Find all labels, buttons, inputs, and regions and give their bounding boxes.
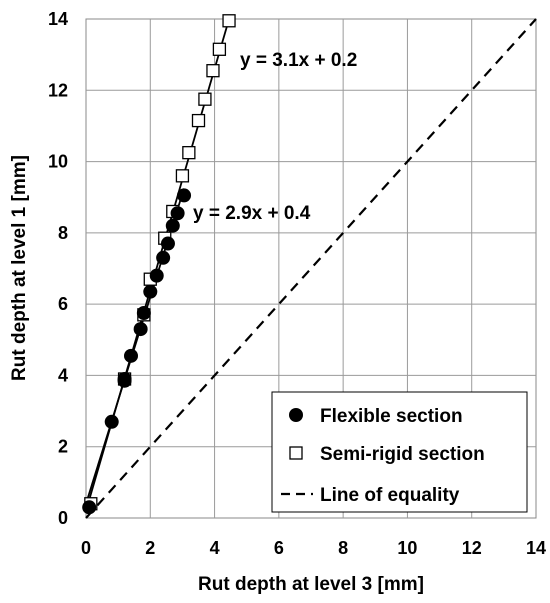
- legend-equality-label: Line of equality: [320, 485, 460, 506]
- flexible-point: [156, 250, 171, 265]
- trendline-equation-flexible: y = 2.9x + 0.4: [193, 203, 311, 224]
- semi-rigid-point: [191, 113, 206, 128]
- flexible-point: [177, 188, 192, 203]
- y-axis-title: Rut depth at level 1 [mm]: [9, 155, 30, 381]
- y-tick-label: 2: [58, 437, 68, 457]
- chart-markers: [82, 14, 236, 515]
- x-tick-label: 2: [145, 538, 155, 558]
- y-tick-label: 8: [58, 223, 68, 243]
- semi-rigid-point: [212, 42, 227, 56]
- x-tick-label: 12: [462, 538, 482, 558]
- flexible-point: [104, 414, 119, 429]
- x-tick-label: 8: [338, 538, 348, 558]
- flexible-point: [133, 322, 148, 337]
- semi-rigid-point: [206, 64, 220, 78]
- y-tick-label: 4: [58, 365, 68, 385]
- y-tick-label: 0: [58, 508, 68, 528]
- y-tick-labels: 0 2 4 6 8 10 12 14: [48, 9, 68, 528]
- y-tick-label: 10: [48, 152, 68, 172]
- flexible-point: [170, 206, 185, 221]
- flexible-point: [149, 268, 164, 283]
- flexible-point: [117, 373, 132, 388]
- y-tick-label: 14: [48, 9, 68, 29]
- legend-box: [271, 391, 528, 513]
- flexible-point: [160, 236, 175, 251]
- x-tick-label: 14: [526, 538, 546, 558]
- flexible-point: [82, 500, 97, 515]
- legend-flexible-marker: [289, 408, 303, 422]
- line-of-equality: [85, 18, 537, 519]
- flexible-point: [136, 306, 151, 321]
- flexible-point: [165, 218, 180, 233]
- semi-rigid-point: [222, 14, 236, 28]
- x-tick-label: 10: [397, 538, 417, 558]
- legend-semi-rigid-marker: [289, 446, 303, 460]
- x-tick-labels: 0 2 4 6 8 10 12 14: [81, 538, 546, 558]
- semi-rigid-point: [182, 146, 196, 160]
- y-tick-label: 12: [48, 80, 68, 100]
- x-tick-label: 6: [274, 538, 284, 558]
- y-tick-label: 6: [58, 294, 68, 314]
- flexible-point: [143, 284, 158, 299]
- x-tick-label: 0: [81, 538, 91, 558]
- legend: Flexible section Semi-rigid section Line…: [271, 391, 528, 513]
- semi-rigid-point: [198, 92, 212, 106]
- x-tick-label: 4: [210, 538, 220, 558]
- trendline-equation-semi-rigid: y = 3.1x + 0.2: [240, 50, 357, 71]
- flexible-point: [124, 348, 138, 363]
- semi-rigid-point: [175, 169, 190, 183]
- x-axis-title: Rut depth at level 3 [mm]: [198, 574, 424, 595]
- legend-flexible-label: Flexible section: [320, 406, 463, 427]
- legend-semi-rigid-label: Semi-rigid section: [320, 444, 485, 465]
